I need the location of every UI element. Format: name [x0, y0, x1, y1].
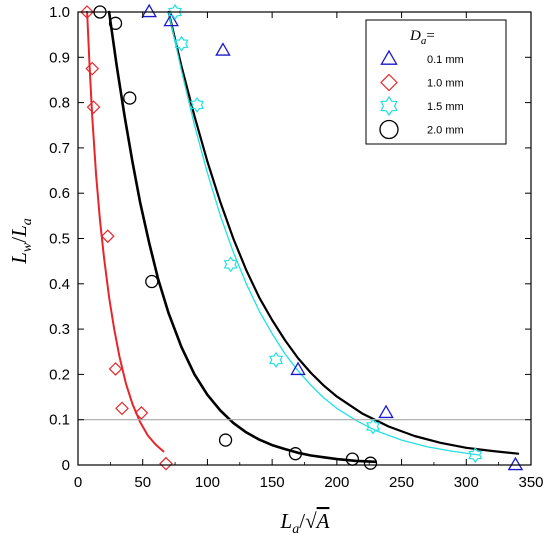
legend-label: 1.5 mm — [427, 101, 464, 113]
x-tick-label: 0 — [74, 474, 82, 491]
data-point — [190, 96, 205, 113]
x-tick-label: 350 — [518, 474, 543, 491]
x-tick-label: 50 — [134, 474, 151, 491]
y-axis-title: Lw/La — [7, 218, 35, 265]
data-point — [290, 361, 306, 376]
y-tick-label: 0.5 — [49, 231, 70, 248]
data-point — [223, 256, 238, 273]
data-point — [86, 100, 101, 114]
y-tick-label: 0.3 — [49, 321, 70, 338]
data-point — [378, 404, 394, 419]
data-point — [218, 433, 233, 447]
fit-curve — [167, 10, 520, 455]
x-tick-labels: 0 50 100 150 200 250 300 350 — [74, 474, 544, 491]
y-title-main: L — [7, 252, 31, 265]
tick-marks — [77, 11, 532, 466]
data-point — [468, 446, 483, 464]
data-point — [141, 3, 157, 18]
legend-marker — [380, 95, 398, 117]
legend-title: Da= — [409, 28, 435, 47]
legend-label: 0.1 mm — [427, 54, 464, 66]
legend-box — [365, 19, 507, 145]
data-point — [366, 418, 381, 435]
data-point — [174, 35, 189, 52]
legend-marker — [380, 73, 398, 92]
y-tick-label: 1.0 — [49, 4, 70, 21]
x-title-main: L — [280, 509, 293, 533]
data-point — [363, 456, 378, 470]
data-point — [168, 3, 183, 21]
data-points — [80, 3, 524, 471]
legend-marker — [380, 49, 398, 65]
data-point — [145, 274, 159, 289]
legend-items: 0.1 mm 1.0 mm 1.5 mm 2.0 mm — [379, 49, 464, 140]
data-point — [108, 16, 123, 30]
x-title-area: A — [315, 509, 330, 533]
data-point — [269, 351, 284, 368]
data-point — [108, 362, 123, 376]
y-title-slash: / — [7, 237, 31, 243]
legend-marker — [379, 119, 399, 140]
y-title-sub2: a — [20, 218, 35, 225]
y-tick-label: 0.4 — [49, 276, 70, 293]
fit-curves — [86, 10, 520, 464]
x-title-sub: a — [292, 522, 299, 536]
data-point — [288, 447, 303, 461]
fit-curve — [167, 11, 480, 456]
data-point — [215, 42, 231, 56]
legend-label: 1.0 mm — [427, 78, 464, 90]
data-point — [85, 61, 100, 76]
data-point — [80, 5, 94, 19]
y-tick-label: 0.9 — [49, 49, 70, 66]
data-point — [115, 401, 129, 416]
legend-label: 2.0 mm — [427, 125, 464, 137]
data-point — [507, 456, 524, 471]
data-point — [134, 406, 149, 420]
legend-title-eq: = — [426, 28, 434, 44]
x-tick-label: 300 — [454, 474, 479, 491]
y-tick-label: 0.8 — [49, 95, 70, 112]
y-tick-label: 0.1 — [49, 412, 70, 429]
x-tick-label: 100 — [195, 474, 220, 491]
data-point — [100, 229, 115, 244]
y-tick-label: 0.2 — [49, 366, 70, 383]
x-tick-label: 250 — [389, 474, 414, 491]
y-tick-label: 0 — [62, 457, 70, 474]
fit-curve — [86, 11, 165, 453]
data-point — [159, 456, 173, 471]
y-tick-labels: 0 0.1 0.2 0.3 0.4 0.5 0.6 0.7 0.8 0.9 1.0 — [49, 4, 70, 474]
data-point — [163, 12, 179, 27]
x-tick-label: 200 — [324, 474, 349, 491]
legend-title-main: D — [409, 28, 421, 44]
data-point — [123, 91, 137, 105]
x-title-rest: /√ — [299, 509, 317, 533]
y-tick-label: 0.6 — [49, 185, 70, 202]
legend-title-sub: a — [421, 35, 427, 47]
x-tick-label: 150 — [260, 474, 285, 491]
x-axis-title: La/√A — [280, 509, 330, 536]
y-title-sub1: w — [20, 242, 35, 252]
y-tick-label: 0.7 — [49, 140, 70, 157]
legend: Da= 0.1 mm 1.0 mm 1.5 mm 2.0 mm — [365, 19, 507, 145]
fit-curve — [107, 10, 377, 464]
y-title-denom: L — [7, 225, 31, 238]
